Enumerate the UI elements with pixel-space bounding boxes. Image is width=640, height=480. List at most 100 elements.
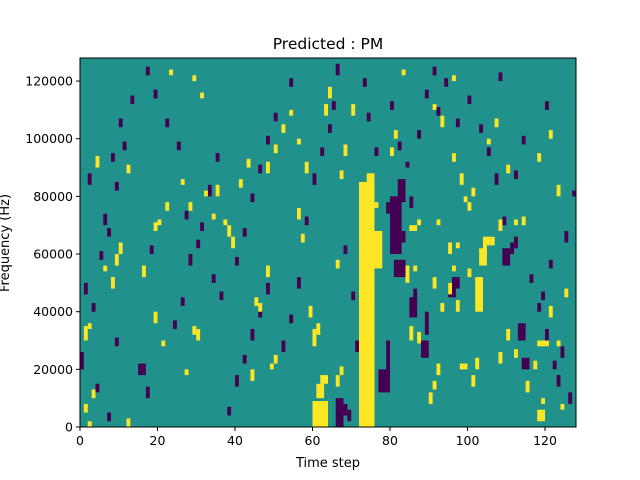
heatmap-cell-low — [196, 239, 201, 249]
heatmap-cell-high — [459, 363, 468, 370]
heatmap-cell-high — [432, 104, 437, 110]
heatmap-cell-high — [401, 69, 406, 76]
heatmap-cell-high — [533, 360, 538, 370]
heatmap-cell-high — [95, 156, 100, 168]
heatmap-cell-low — [417, 130, 422, 139]
heatmap-cell-low — [486, 147, 491, 157]
heatmap-cell-high — [316, 383, 325, 399]
heatmap-cell-low — [537, 303, 542, 312]
heatmap-cell-high — [238, 179, 243, 188]
heatmap-cell-low — [145, 386, 150, 399]
heatmap-cell-high — [498, 219, 503, 231]
heatmap-cell-low — [421, 340, 429, 358]
heatmap-cell-high — [266, 161, 270, 174]
x-tick-label: 40 — [227, 433, 243, 448]
heatmap-cell-high — [188, 202, 193, 211]
heatmap-cell-low — [452, 277, 460, 289]
heatmap-cell-high — [486, 138, 491, 145]
heatmap-cell-high — [250, 369, 255, 381]
heatmap-cell-low — [390, 196, 402, 255]
heatmap-cell-high — [432, 277, 437, 289]
heatmap-cell-high — [269, 363, 274, 370]
heatmap-cell-low — [529, 274, 534, 283]
heatmap-cell-high — [126, 164, 131, 174]
heatmap-cell-low — [122, 141, 127, 151]
heatmap-cell-low — [173, 320, 177, 329]
heatmap-cell-low — [118, 118, 123, 128]
heatmap-cell-high — [273, 354, 278, 364]
heatmap-cell-low — [366, 112, 371, 122]
heatmap-cell-low — [390, 101, 394, 110]
heatmap-cell-high — [118, 242, 123, 255]
heatmap-cell-low — [266, 135, 270, 145]
heatmap-cell-low — [188, 254, 193, 266]
heatmap-cell-high — [339, 170, 344, 180]
heatmap-cell-low — [335, 63, 340, 76]
heatmap-cell-low — [386, 340, 391, 370]
heatmap-cell-low — [91, 303, 96, 312]
heatmap-cell-high — [157, 219, 162, 226]
heatmap-cell-high — [483, 236, 491, 246]
heatmap-cell-low — [494, 173, 499, 185]
heatmap-cell-high — [432, 380, 437, 390]
heatmap-cell-high — [390, 147, 394, 157]
heatmap-cell-high — [467, 202, 472, 211]
heatmap-cell-low — [297, 277, 301, 289]
heatmap-cell-high — [211, 213, 216, 220]
heatmap-cell-low — [107, 412, 112, 422]
heatmap-cell-high — [223, 219, 228, 226]
heatmap-cell-high — [254, 297, 259, 306]
heatmap-cell-high — [192, 75, 197, 82]
heatmap-cell-high — [471, 187, 476, 197]
x-tick-label: 120 — [533, 433, 557, 448]
heatmap-cell-low — [95, 383, 100, 393]
heatmap-cell-low — [378, 369, 391, 393]
heatmap-cell-high — [471, 375, 476, 387]
heatmap-cell-high — [370, 230, 383, 269]
heatmap-cell-high — [560, 403, 565, 410]
heatmap-cell-low — [258, 308, 263, 318]
heatmap-cell-high — [281, 124, 286, 133]
heatmap-cell-low — [149, 245, 154, 255]
heatmap-cell-high — [564, 288, 569, 298]
heatmap-cell-high — [87, 323, 92, 329]
heatmap-cell-high — [475, 357, 480, 370]
y-tick-label: 40000 — [33, 304, 73, 319]
heatmap-cell-low — [130, 95, 135, 105]
heatmap-cell-high — [297, 207, 301, 220]
heatmap-cell-high — [103, 265, 108, 272]
heatmap-cell-high — [366, 173, 375, 182]
heatmap-cell-high — [83, 326, 88, 341]
x-tick-label: 100 — [456, 433, 480, 448]
heatmap-cell-low — [289, 314, 294, 324]
heatmap-cell-high — [475, 277, 483, 312]
heatmap-cell-low — [510, 242, 515, 255]
x-tick-label: 60 — [305, 433, 321, 448]
y-tick-label: 20000 — [33, 362, 73, 377]
heatmap-cell-low — [165, 118, 170, 128]
heatmap-cell-high — [196, 328, 201, 341]
heatmap-cell-high — [393, 130, 398, 139]
heatmap-cell-low — [545, 328, 549, 341]
heatmap-cell-high — [343, 144, 348, 157]
heatmap-cell-low — [572, 190, 577, 197]
heatmap-cell-high — [308, 305, 313, 318]
heatmap-cell-low — [397, 141, 402, 151]
heatmap-cell-high — [409, 225, 418, 231]
x-tick-label: 20 — [150, 433, 166, 448]
heatmap-cell-low — [235, 256, 239, 266]
heatmap-cell-high — [180, 179, 185, 185]
heatmap-cell-low — [502, 216, 507, 226]
heatmap-cell-low — [455, 118, 460, 128]
heatmap-cell-low — [409, 196, 414, 208]
heatmap-cell-low — [242, 354, 247, 364]
heatmap-cell-low — [560, 346, 565, 358]
heatmap-cell-low — [273, 112, 278, 122]
heatmap-cell-high — [537, 340, 549, 347]
heatmap-cell-low — [111, 153, 115, 162]
heatmap-cell-high — [417, 331, 422, 344]
heatmap-cell-high — [339, 366, 344, 376]
heatmap-cell-high — [161, 340, 166, 347]
heatmap-cell-low — [312, 173, 317, 185]
